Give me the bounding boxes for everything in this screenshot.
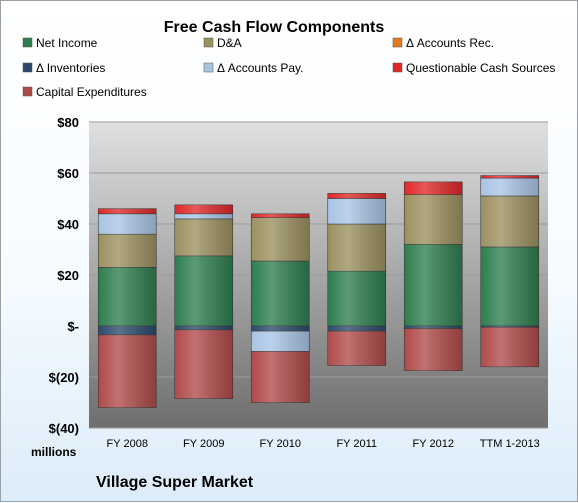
bar-sheen: [98, 326, 157, 335]
bar-sheen: [174, 329, 233, 399]
legend-swatch-net-income: [22, 37, 33, 48]
bar-sheen: [251, 213, 310, 218]
bar-sheen: [404, 328, 463, 371]
x-tick-label-fy-2010: FY 2010: [260, 438, 301, 450]
legend-label-questionable-cash-sources: Questionable Cash Sources: [406, 61, 555, 75]
x-tick-label-fy-2009: FY 2009: [183, 438, 224, 450]
y-tick-label: $-: [67, 319, 79, 334]
y-tick-label: $(20): [49, 370, 79, 385]
company-caption: Village Super Market: [96, 474, 254, 491]
legend-label-accounts-rec: Δ Accounts Rec.: [406, 36, 494, 50]
bar-sheen: [174, 326, 233, 330]
legend-swatch-accounts-pay: [203, 62, 214, 73]
bar-sheen: [327, 271, 386, 326]
bar-sheen: [404, 244, 463, 326]
bars: [97, 175, 540, 408]
y-axis: $80 $60 $40 $20 $- $(20) $(40): [49, 115, 79, 436]
y-tick-label: $80: [57, 115, 79, 130]
legend-label-inventories: Δ Inventories: [36, 61, 105, 75]
legend-label-net-income: Net Income: [36, 36, 98, 50]
gridlines: [89, 121, 548, 429]
bar-sheen: [480, 327, 539, 367]
chart-title: Free Cash Flow Components: [164, 19, 385, 36]
bar-sheen: [327, 331, 386, 366]
bar-sheen: [480, 195, 539, 247]
bar-sheen: [327, 193, 386, 199]
bar-sheen: [404, 194, 463, 245]
bar-sheen: [174, 255, 233, 326]
bar-sheen: [98, 208, 157, 214]
x-axis: FY 2008 FY 2009 FY 2010 FY 2011 FY 2012 TTM 1…: [107, 438, 540, 450]
y-tick-label: $40: [57, 217, 79, 232]
bar-sheen: [174, 218, 233, 256]
bar-sheen: [327, 224, 386, 272]
y-tick-label: $20: [57, 268, 79, 283]
x-tick-label-fy-2008: FY 2008: [107, 438, 148, 450]
bar-sheen: [404, 326, 463, 329]
legend-label-d-a: D&A: [217, 36, 242, 50]
bar-sheen: [327, 326, 386, 332]
bar-sheen: [480, 326, 539, 328]
x-tick-label-fy-2012: FY 2012: [413, 438, 454, 450]
bar-sheen: [480, 175, 539, 179]
legend-label-accounts-pay: Δ Accounts Pay.: [217, 61, 304, 75]
bar-sheen: [251, 260, 310, 326]
x-tick-label-fy-2011: FY 2011: [336, 438, 377, 450]
legend-swatch-accounts-rec: [392, 37, 403, 48]
x-tick-label-ttm-1-2013: TTM 1-2013: [480, 438, 540, 450]
unit-label: millions: [31, 445, 77, 459]
bar-sheen: [480, 178, 539, 196]
bar-sheen: [174, 204, 233, 214]
legend-swatch-capital-expenditures: [22, 86, 33, 97]
legend-label-capital-expenditures: Capital Expenditures: [36, 85, 147, 99]
bar-sheen: [251, 331, 310, 352]
legend: Net Income D&A Δ Accounts Rec. Δ Inventorie…: [22, 36, 555, 99]
bar-sheen: [98, 213, 157, 235]
legend-swatch-inventories: [22, 62, 33, 73]
bar-sheen: [174, 213, 233, 219]
legend-swatch-questionable-cash-sources: [392, 62, 403, 73]
bar-sheen: [251, 351, 310, 403]
legend-swatch-d-a: [203, 37, 214, 48]
bar-sheen: [251, 217, 310, 261]
y-tick-label: $(40): [49, 421, 79, 436]
bar-sheen: [98, 334, 157, 408]
bar-sheen: [98, 267, 157, 326]
y-tick-label: $60: [57, 166, 79, 181]
bar-sheen: [98, 234, 157, 268]
bar-sheen: [251, 326, 310, 332]
bar-sheen: [404, 181, 463, 195]
bar-sheen: [327, 198, 386, 224]
bar-sheen: [480, 246, 539, 326]
